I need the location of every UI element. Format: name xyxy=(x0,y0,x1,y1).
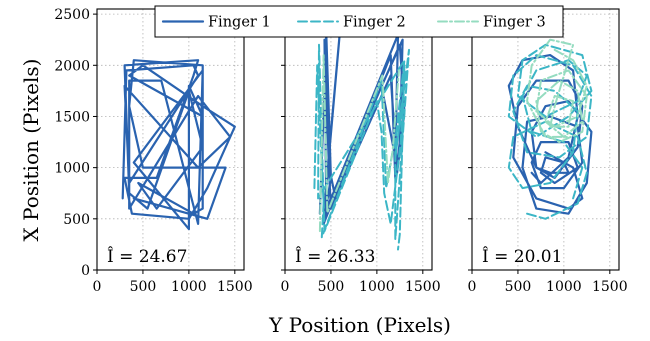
x-tick-label: 1000 xyxy=(546,279,582,295)
x-tick-label: 1500 xyxy=(405,279,441,295)
y-tick-label: 0 xyxy=(81,263,90,279)
x-tick-label: 0 xyxy=(93,279,102,295)
y-tick-label: 500 xyxy=(63,212,90,228)
x-tick-label: 1000 xyxy=(171,279,207,295)
y-tick-label: 2000 xyxy=(54,58,90,74)
x-axis-title: Y Position (Pixels) xyxy=(268,313,451,337)
x-tick-label: 0 xyxy=(281,279,290,295)
plot-frame xyxy=(471,8,620,271)
y-tick-label: 2500 xyxy=(54,7,90,23)
y-tick-label: 1500 xyxy=(54,109,90,125)
trace-finger-3 xyxy=(318,54,400,233)
y-axis-title: X Position (Pixels) xyxy=(19,59,43,242)
trace-finger-3 xyxy=(526,38,588,144)
trace-finger-1 xyxy=(121,59,236,231)
y-tick-label: 1000 xyxy=(54,161,90,177)
annotation-score: Î = 26.33 xyxy=(295,246,375,267)
legend-box xyxy=(154,5,564,38)
annotation-score: Î = 20.01 xyxy=(482,246,562,267)
annotation-score: Î = 24.67 xyxy=(107,246,187,267)
legend: Finger 1 Finger 2 Finger 3 xyxy=(154,5,564,38)
panel-1: 0 500 1000 1500 0 500 1000 1500 2000 2500 Î = 24.6… xyxy=(54,7,252,295)
trace-finger-2 xyxy=(313,43,410,251)
x-tick-label: 500 xyxy=(318,279,345,295)
legend-label-2: Finger 2 xyxy=(343,15,406,31)
x-tick-label: 500 xyxy=(505,279,532,295)
x-tick-label: 1000 xyxy=(359,279,395,295)
x-tick-label: 0 xyxy=(468,279,477,295)
panel-3: 0 500 1000 1500 Î = 20.01 xyxy=(468,8,628,295)
x-tick-label: 500 xyxy=(130,279,157,295)
panel-2: 0 500 1000 1500 Î = 26.33 xyxy=(281,8,441,295)
legend-label-1: Finger 1 xyxy=(208,15,271,31)
legend-label-3: Finger 3 xyxy=(483,15,546,31)
x-tick-label: 1500 xyxy=(217,279,253,295)
x-tick-label: 1500 xyxy=(592,279,628,295)
